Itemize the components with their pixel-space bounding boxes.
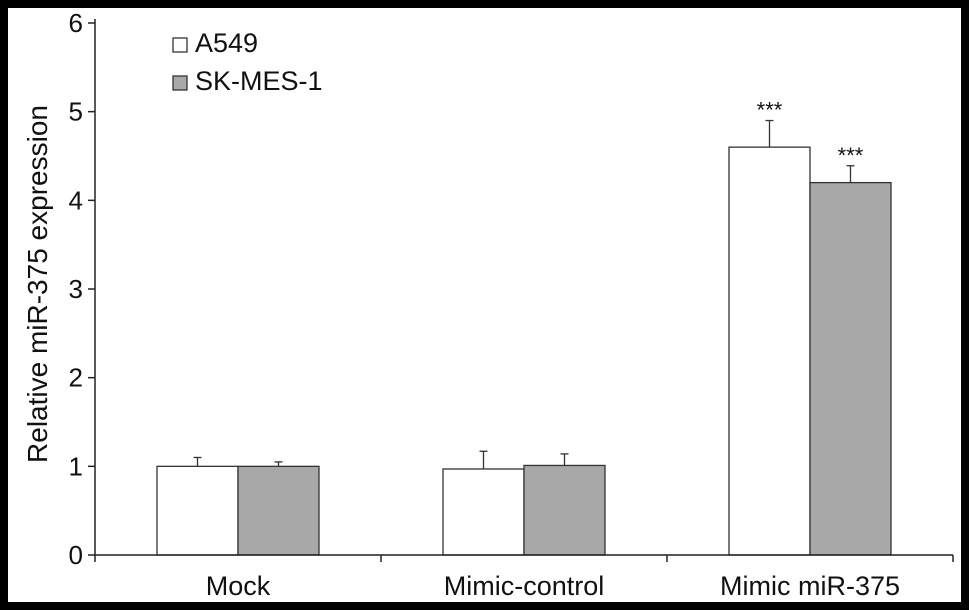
legend: A549 SK-MES-1: [172, 28, 323, 96]
bar: [442, 468, 525, 556]
x-tick-label: Mock: [206, 571, 271, 601]
y-tick-label: 2: [69, 363, 83, 393]
axes-layer: 0 1 2 3 4 5 6 Mock Mimic-control Mimic miR-375: [69, 8, 954, 601]
legend-label: SK-MES-1: [195, 66, 323, 96]
y-tick-label: 0: [69, 540, 83, 570]
legend-swatch: [172, 75, 188, 91]
y-tick-label: 5: [69, 97, 83, 127]
bar: [156, 465, 239, 556]
x-tick-label: Mimic miR-375: [720, 571, 900, 601]
significance-label: ***: [757, 98, 783, 123]
bar: [809, 181, 892, 556]
bar: [237, 465, 320, 556]
bars-layer: *** ***: [156, 98, 892, 556]
y-tick-label: 1: [69, 451, 83, 481]
bar: [523, 464, 606, 556]
bar: [728, 146, 811, 556]
y-axis-title: Relative miR-375 expression: [22, 105, 53, 463]
y-tick-label: 3: [69, 274, 83, 304]
legend-label: A549: [195, 28, 258, 58]
significance-label: ***: [838, 143, 864, 168]
bar-chart: *** *** 0 1 2 3 4 5 6 Mock Mimic-control Mimic miR…: [22, 8, 954, 601]
x-tick-label: Mimic-control: [444, 571, 605, 601]
y-tick-label: 4: [69, 185, 83, 215]
y-tick-label: 6: [69, 8, 83, 38]
legend-swatch: [172, 37, 188, 53]
chart-frame: *** *** 0 1 2 3 4 5 6 Mock Mimic-control Mimic miR…: [8, 8, 961, 602]
